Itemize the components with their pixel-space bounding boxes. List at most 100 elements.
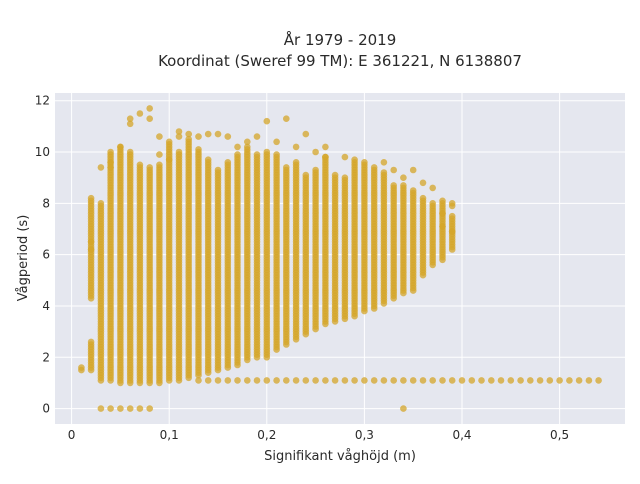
data-point xyxy=(575,377,583,384)
data-point xyxy=(409,377,417,384)
data-point xyxy=(341,174,349,181)
data-point xyxy=(244,143,251,151)
y-tick-label: 8 xyxy=(42,196,50,210)
data-point xyxy=(429,200,437,207)
data-point xyxy=(224,377,232,384)
data-point xyxy=(292,377,300,384)
chart-subtitle: Koordinat (Sweref 99 TM): E 361221, N 61… xyxy=(158,52,522,70)
data-point xyxy=(175,133,183,140)
data-point xyxy=(204,130,212,138)
data-point xyxy=(341,153,349,161)
data-point xyxy=(146,115,153,122)
data-point xyxy=(214,377,222,384)
data-point xyxy=(263,148,271,156)
data-point xyxy=(439,210,446,217)
data-point xyxy=(370,164,378,171)
data-point xyxy=(224,159,232,166)
data-point xyxy=(283,164,290,171)
data-point xyxy=(224,133,232,140)
data-point xyxy=(370,377,378,384)
data-point xyxy=(97,405,105,412)
data-point xyxy=(400,182,407,189)
y-tick-label: 10 xyxy=(35,145,50,159)
data-point xyxy=(556,377,563,384)
data-point xyxy=(234,377,241,384)
data-point xyxy=(87,246,95,253)
data-point xyxy=(234,143,241,151)
data-point xyxy=(146,105,153,112)
data-point xyxy=(156,133,163,140)
data-point xyxy=(214,130,222,138)
x-tick-label: 0,1 xyxy=(160,428,179,442)
data-point xyxy=(146,405,153,412)
data-point xyxy=(429,377,437,384)
data-point xyxy=(136,110,144,117)
x-tick-label: 0,3 xyxy=(355,428,374,442)
data-point xyxy=(400,405,407,412)
data-point xyxy=(126,115,134,122)
data-point xyxy=(448,377,456,384)
data-point xyxy=(322,153,329,161)
data-point xyxy=(302,171,310,179)
data-point xyxy=(390,182,398,189)
data-point xyxy=(322,377,329,384)
data-point xyxy=(322,143,329,151)
data-point xyxy=(136,161,144,169)
data-point xyxy=(204,156,212,163)
data-point xyxy=(361,377,368,384)
y-axis-label: Vågperiod (s) xyxy=(16,215,31,302)
data-point xyxy=(156,151,163,158)
data-point xyxy=(488,377,495,384)
data-point xyxy=(536,377,544,384)
data-point xyxy=(87,338,95,346)
data-point xyxy=(312,148,319,156)
data-point xyxy=(351,377,358,384)
data-point xyxy=(283,377,290,384)
data-point xyxy=(263,377,271,384)
data-point xyxy=(165,156,173,163)
data-point xyxy=(595,377,602,384)
data-point xyxy=(585,377,593,384)
data-point xyxy=(341,377,349,384)
data-point xyxy=(244,138,251,146)
data-point xyxy=(175,128,183,135)
data-point xyxy=(117,143,124,151)
data-point xyxy=(527,377,534,384)
data-point xyxy=(107,159,114,166)
data-point xyxy=(117,405,124,412)
data-point xyxy=(380,377,388,384)
data-point xyxy=(204,377,212,384)
data-point xyxy=(419,179,427,187)
data-point xyxy=(126,148,134,156)
data-point xyxy=(107,405,114,412)
data-point xyxy=(107,148,114,156)
chart-title: År 1979 - 2019 xyxy=(284,30,397,49)
data-point xyxy=(439,197,446,205)
data-point xyxy=(146,164,153,171)
y-tick-label: 12 xyxy=(35,94,50,108)
data-point xyxy=(448,202,456,210)
data-point xyxy=(126,405,134,412)
data-point xyxy=(400,174,407,181)
data-point xyxy=(400,377,407,384)
x-axis-label: Signifikant våghöjd (m) xyxy=(264,449,416,464)
data-point xyxy=(195,377,202,384)
data-point xyxy=(546,377,554,384)
data-point xyxy=(419,377,427,384)
data-point xyxy=(429,184,437,192)
data-point xyxy=(78,364,85,371)
x-tick-label: 0,5 xyxy=(550,428,569,442)
plot-area: 0 2 4 6 8 10 12 0 0,1 0,2 0,3 0,4 0,5 xyxy=(35,93,625,442)
data-point xyxy=(439,377,446,384)
data-point xyxy=(331,171,339,179)
data-point xyxy=(439,223,446,230)
data-point xyxy=(331,377,339,384)
data-point xyxy=(361,159,368,166)
data-point xyxy=(351,156,358,163)
data-point xyxy=(253,377,261,384)
data-point xyxy=(302,377,310,384)
data-point xyxy=(478,377,485,384)
data-point xyxy=(165,138,173,146)
y-tick-label: 4 xyxy=(42,299,50,313)
